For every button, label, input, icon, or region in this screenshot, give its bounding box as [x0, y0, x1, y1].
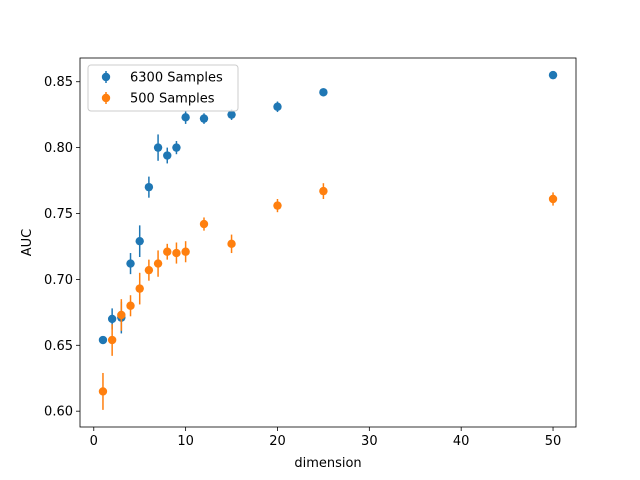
axes: 0 10 20 30 40 50 0.60 0.65 0.70 0.75 0.80 0.85: [44, 57, 577, 449]
series-1: [98, 70, 558, 345]
data-point: [319, 186, 328, 196]
data-point: [117, 310, 126, 320]
data-point: [227, 239, 236, 249]
data-point: [135, 236, 144, 246]
data-point: [181, 113, 190, 122]
data-point: [144, 265, 154, 275]
data-point: [126, 259, 135, 268]
data-point: [153, 259, 163, 268]
data-point: [199, 219, 209, 229]
data-point: [163, 247, 172, 256]
legend-box: [87, 64, 239, 112]
data-point: [227, 110, 236, 119]
data-point: [172, 143, 181, 152]
data-point: [181, 247, 190, 256]
x-tick-label: 10: [177, 434, 194, 449]
data-point: [319, 88, 328, 97]
data-point: [548, 194, 558, 204]
x-tick-label: 40: [453, 434, 470, 449]
y-tick-label: 0.70: [44, 273, 73, 288]
series-2: [98, 183, 558, 410]
x-tick-label: 0: [90, 434, 98, 449]
legend: 6300 Samples 500 Samples: [87, 64, 239, 112]
plot-area: [98, 70, 558, 410]
y-tick-label: 0.75: [44, 207, 73, 222]
axes-frame: [79, 57, 577, 428]
data-point: [107, 314, 117, 324]
data-point: [172, 248, 181, 258]
data-point: [135, 284, 144, 293]
data-point: [98, 387, 108, 396]
legend-marker-icon: [101, 72, 111, 82]
y-tick-label: 0.85: [44, 75, 73, 90]
data-point: [153, 143, 163, 152]
y-tick-label: 0.80: [44, 141, 73, 156]
data-point: [98, 335, 108, 345]
y-tick-label: 0.65: [44, 339, 73, 354]
data-point: [163, 151, 172, 160]
data-point: [107, 335, 117, 345]
x-axis-label: dimension: [294, 456, 361, 471]
data-point: [144, 182, 154, 192]
data-point: [126, 301, 135, 310]
data-point: [199, 114, 209, 123]
legend-label: 6300 Samples: [130, 71, 223, 86]
x-tick-label: 50: [545, 434, 562, 449]
data-point: [273, 201, 282, 210]
legend-label: 500 Samples: [130, 92, 215, 107]
data-point: [548, 70, 558, 80]
x-tick-label: 30: [361, 434, 378, 449]
legend-marker-icon: [101, 93, 111, 103]
data-point: [273, 102, 282, 111]
y-tick-label: 0.60: [44, 405, 73, 420]
x-tick-label: 20: [269, 434, 286, 449]
y-axis-label: AUC: [20, 229, 35, 257]
